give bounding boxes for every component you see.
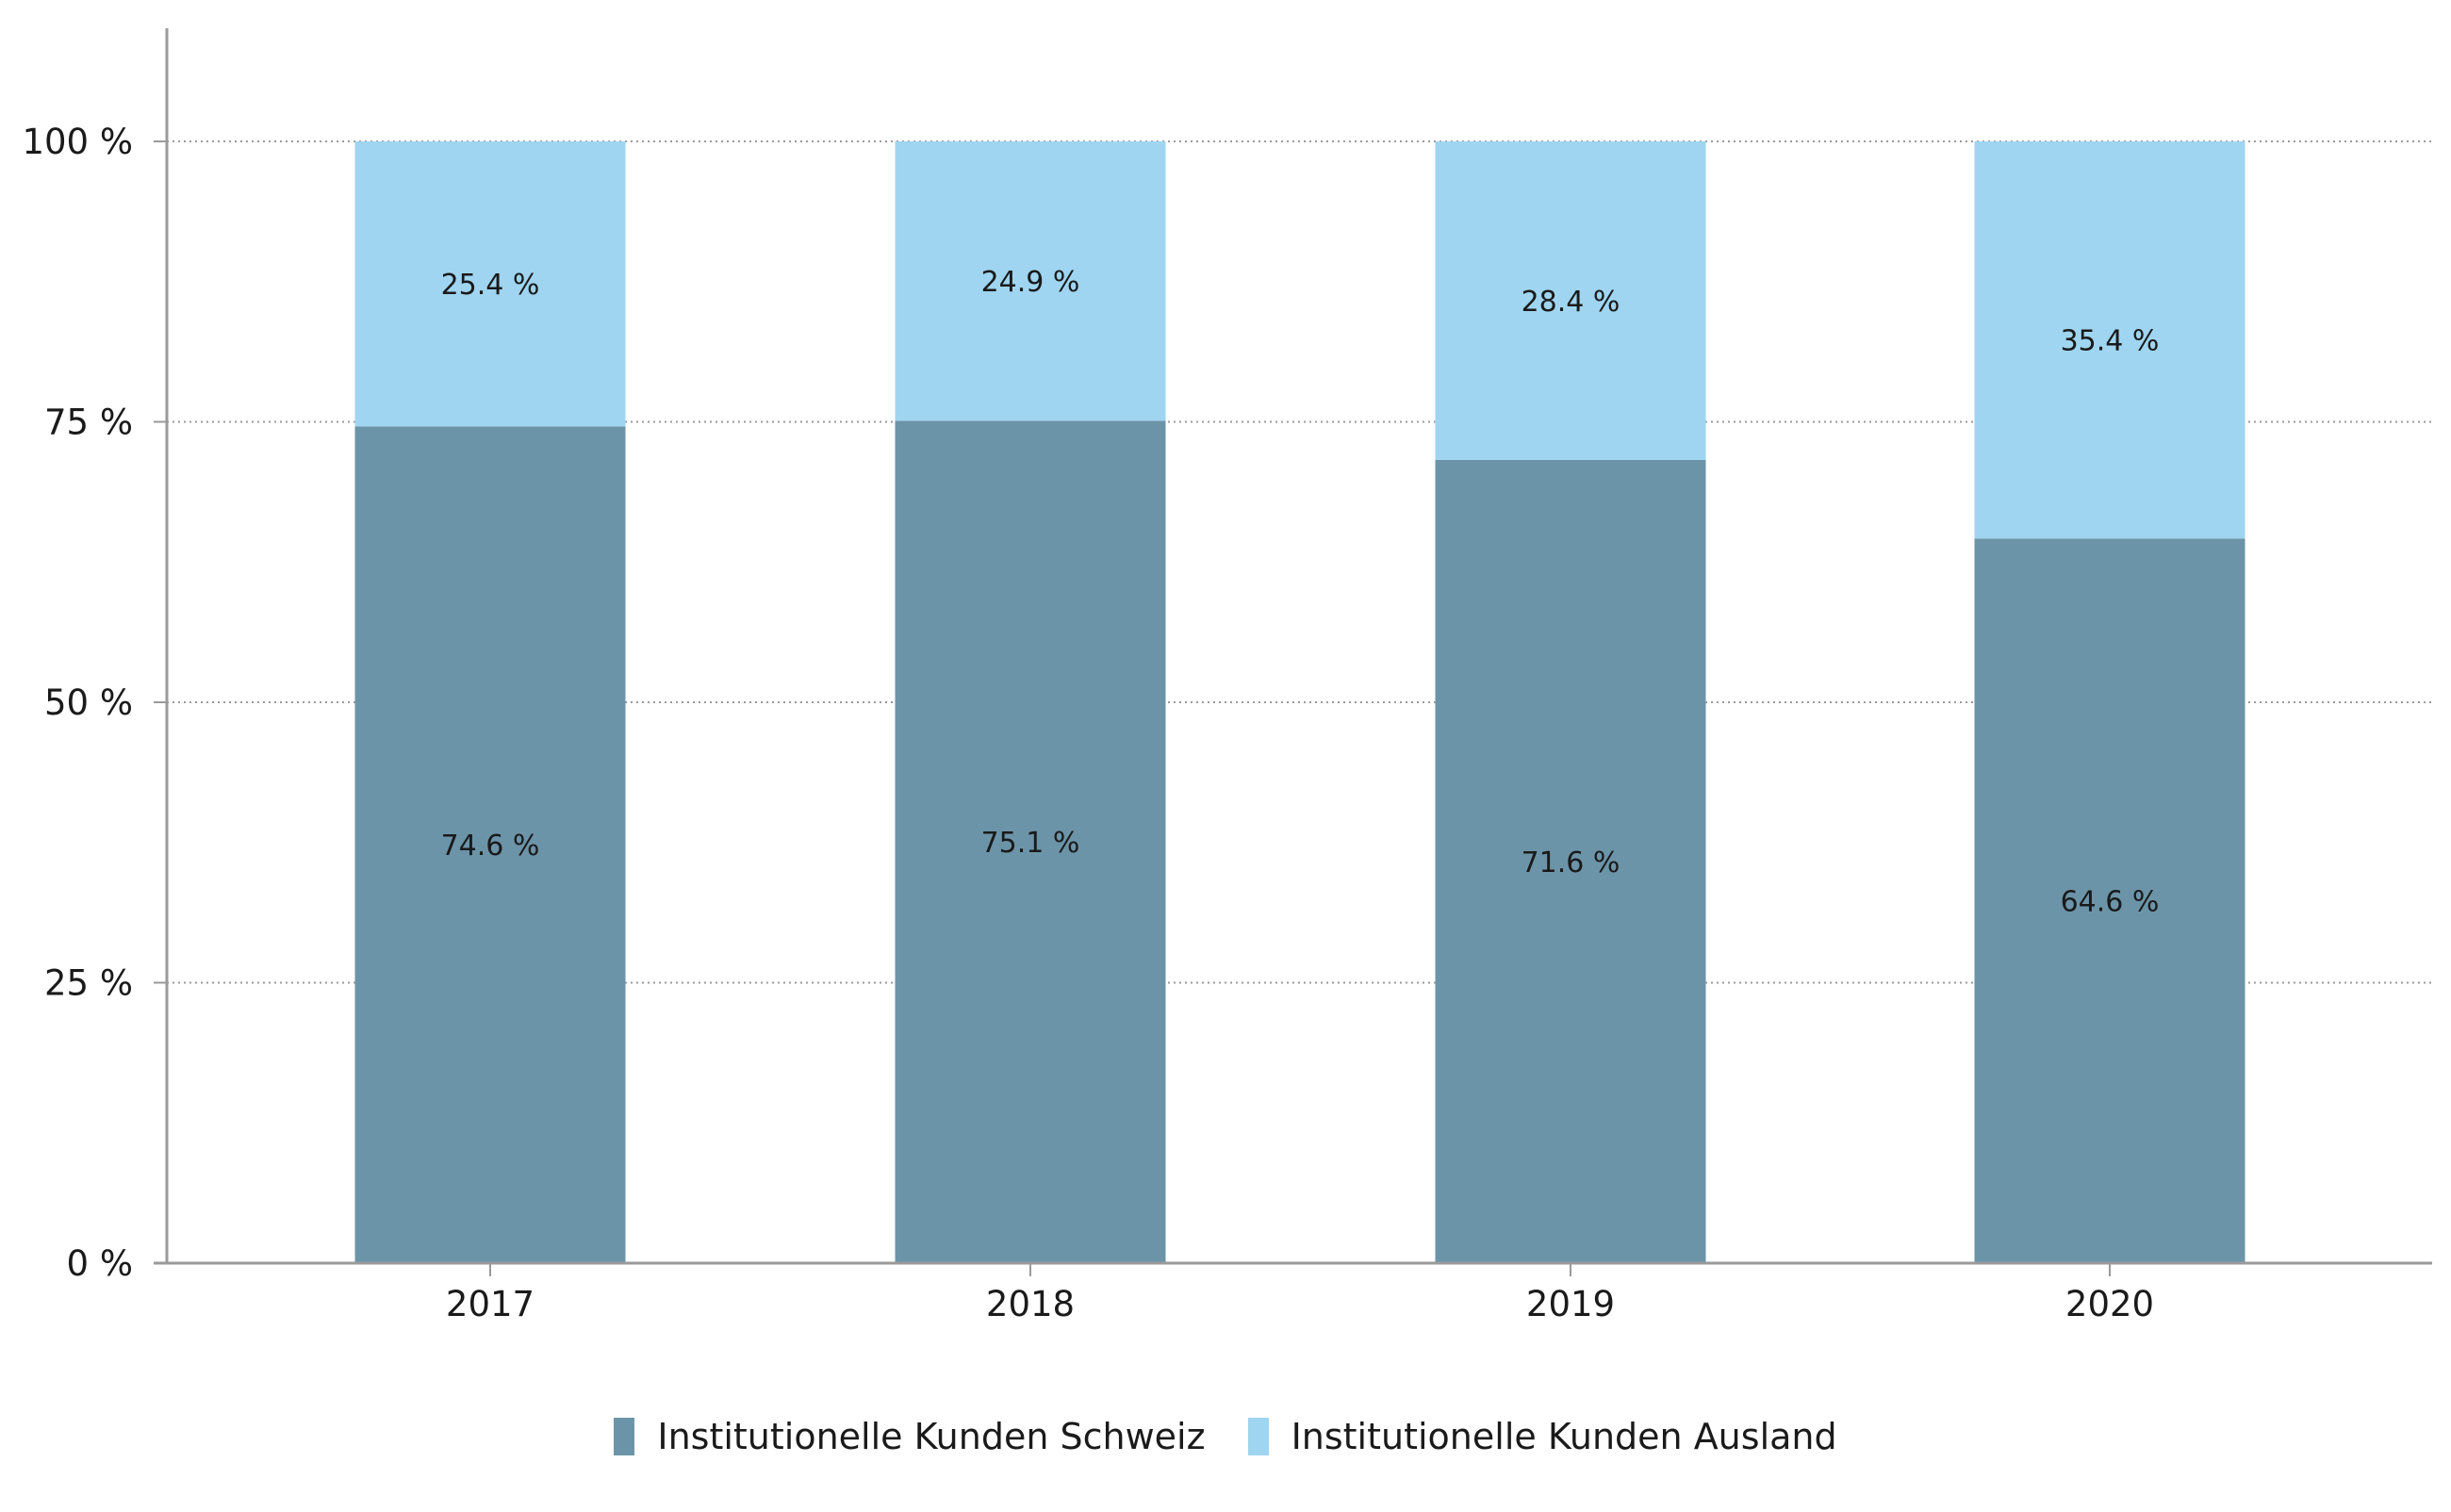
bar-2020-series-1 [1974,141,2245,539]
x-tick-label-2020: 2020 [2065,1284,2154,1324]
data-label-2017-series-0: 74.6 % [441,830,540,863]
data-label-2018-series-0: 75.1 % [981,827,1080,860]
y-tick-label-25: 25 % [44,963,133,1004]
y-tick-label-50: 50 % [44,682,133,723]
bar-2019-series-1 [1435,141,1706,460]
data-label-2018-series-1: 24.9 % [981,266,1080,299]
bar-2019-series-0 [1435,459,1706,1264]
legend-swatch-schweiz [614,1418,635,1455]
bar-2017-series-1 [354,141,626,427]
data-label-2019-series-0: 71.6 % [1522,846,1620,879]
x-tick-label-2018: 2018 [986,1284,1075,1324]
legend-label-schweiz: Institutionelle Kunden Schweiz [657,1416,1206,1457]
legend-item-ausland: Institutionelle Kunden Ausland [1247,1416,1837,1457]
bar-2018-series-0 [895,420,1166,1263]
y-tick-label-75: 75 % [44,403,133,443]
bar-2020-series-0 [1974,538,2245,1263]
legend-item-schweiz: Institutionelle Kunden Schweiz [614,1416,1206,1457]
bar-2018-series-1 [895,141,1166,421]
data-label-2020-series-0: 64.6 % [2061,886,2160,919]
data-label-2020-series-1: 35.4 % [2061,325,2160,358]
data-label-2019-series-1: 28.4 % [1522,286,1620,319]
legend-swatch-ausland [1247,1418,1269,1455]
y-tick-label-0: 0 % [67,1243,133,1284]
legend-label-ausland: Institutionelle Kunden Ausland [1291,1416,1837,1457]
data-label-2017-series-1: 25.4 % [441,269,540,302]
y-tick-label-100: 100 % [22,122,133,162]
x-tick-label-2017: 2017 [446,1284,535,1324]
x-tick-label-2019: 2019 [1526,1284,1615,1324]
bar-2017-series-0 [354,426,626,1263]
chart-legend: Institutionelle Kunden Schweiz Instituti… [0,1416,2451,1457]
